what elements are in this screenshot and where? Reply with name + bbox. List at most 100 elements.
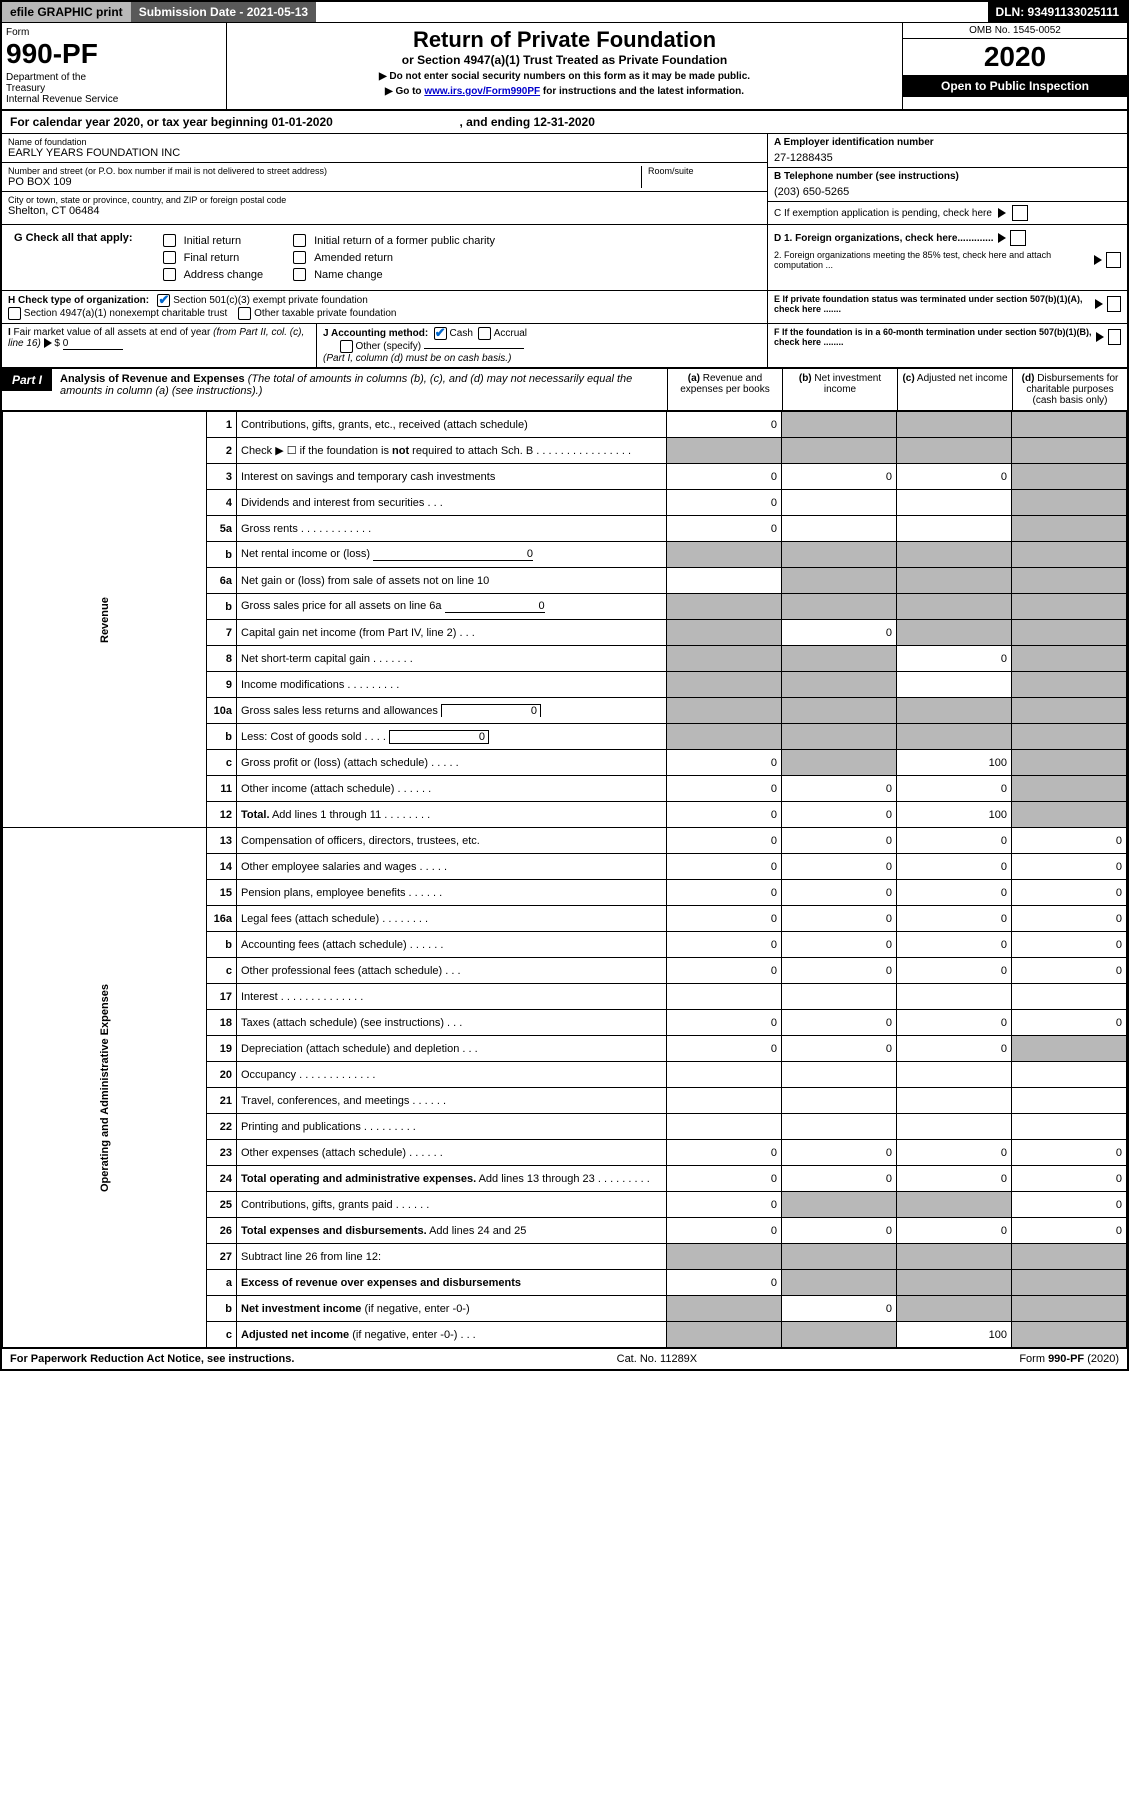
value-cell: 0: [667, 880, 782, 906]
h-section: H Check type of organization: Section 50…: [2, 291, 767, 323]
value-cell: [667, 594, 782, 620]
form-page: efile GRAPHIC print Submission Date - 20…: [0, 0, 1129, 1371]
line-desc: Subtract line 26 from line 12:: [237, 1244, 667, 1270]
i-section: I Fair market value of all assets at end…: [2, 324, 317, 367]
irs-link[interactable]: www.irs.gov/Form990PF: [424, 86, 540, 97]
j-accrual-checkbox[interactable]: [478, 327, 491, 340]
h-501c3-checkbox[interactable]: [157, 294, 170, 307]
value-cell: [667, 984, 782, 1010]
value-cell: 0: [667, 490, 782, 516]
d1-checkbox[interactable]: [1010, 230, 1026, 246]
footer-right: Form 990-PF (2020): [1019, 1353, 1119, 1365]
line-desc: Other income (attach schedule) . . . . .…: [237, 776, 667, 802]
value-cell: 0: [1012, 906, 1127, 932]
line-desc: Income modifications . . . . . . . . .: [237, 672, 667, 698]
j-section: J Accounting method: Cash Accrual Other …: [317, 324, 767, 367]
form-subtitle: or Section 4947(a)(1) Trust Treated as P…: [231, 53, 898, 67]
j-other-checkbox[interactable]: [340, 340, 353, 353]
value-cell: 0: [897, 776, 1012, 802]
calendar-year-row: For calendar year 2020, or tax year begi…: [2, 111, 1127, 134]
e-checkbox[interactable]: [1107, 296, 1121, 312]
arrow-icon: [1095, 299, 1103, 309]
h-other-checkbox[interactable]: [238, 307, 251, 320]
line-number: 3: [207, 464, 237, 490]
line-number: 7: [207, 620, 237, 646]
value-cell: 0: [667, 464, 782, 490]
line-number: 6a: [207, 568, 237, 594]
value-cell: [1012, 516, 1127, 542]
f-checkbox[interactable]: [1108, 329, 1121, 345]
line-number: 10a: [207, 698, 237, 724]
line-desc: Net gain or (loss) from sale of assets n…: [237, 568, 667, 594]
value-cell: [1012, 646, 1127, 672]
line-number: b: [207, 542, 237, 568]
value-cell: [897, 620, 1012, 646]
expenses-vert-label: Operating and Administrative Expenses: [3, 828, 207, 1348]
address: PO BOX 109: [8, 176, 641, 188]
g-final-checkbox[interactable]: [163, 251, 176, 264]
line-desc: Total expenses and disbursements. Add li…: [237, 1218, 667, 1244]
table-row: Revenue1Contributions, gifts, grants, et…: [3, 412, 1127, 438]
line-desc: Gross profit or (loss) (attach schedule)…: [237, 750, 667, 776]
table-row: Operating and Administrative Expenses13C…: [3, 828, 1127, 854]
arrow-icon: [1096, 332, 1104, 342]
value-cell: 0: [782, 932, 897, 958]
value-cell: [1012, 1244, 1127, 1270]
value-cell: 0: [782, 776, 897, 802]
value-cell: 0: [667, 750, 782, 776]
column-headers: (a) Revenue and expenses per books (b) N…: [667, 369, 1127, 410]
line-desc: Printing and publications . . . . . . . …: [237, 1114, 667, 1140]
value-cell: [667, 698, 782, 724]
line-number: 21: [207, 1088, 237, 1114]
g-initial-former-checkbox[interactable]: [293, 234, 306, 247]
line-number: 11: [207, 776, 237, 802]
g-amended-checkbox[interactable]: [293, 251, 306, 264]
value-cell: 0: [897, 1166, 1012, 1192]
value-cell: 0: [1012, 1192, 1127, 1218]
value-cell: 0: [782, 1140, 897, 1166]
value-cell: [667, 1322, 782, 1348]
value-cell: 0: [667, 828, 782, 854]
foundation-name: EARLY YEARS FOUNDATION INC: [8, 147, 761, 159]
g-initial-checkbox[interactable]: [163, 234, 176, 247]
value-cell: 0: [897, 880, 1012, 906]
form-title: Return of Private Foundation: [231, 27, 898, 53]
value-cell: [897, 1296, 1012, 1322]
col-d-header: (d) Disbursements for charitable purpose…: [1012, 369, 1127, 410]
value-cell: [782, 1114, 897, 1140]
value-cell: [782, 1270, 897, 1296]
line-number: 24: [207, 1166, 237, 1192]
value-cell: [782, 984, 897, 1010]
form-number: 990-PF: [6, 38, 222, 70]
value-cell: 0: [782, 1296, 897, 1322]
g-address-checkbox[interactable]: [163, 268, 176, 281]
value-cell: [667, 1244, 782, 1270]
line-number: c: [207, 1322, 237, 1348]
g-section: G Check all that apply: Initial return F…: [2, 225, 767, 290]
value-cell: [897, 542, 1012, 568]
line-desc: Contributions, gifts, grants, etc., rece…: [237, 412, 667, 438]
d2-checkbox[interactable]: [1106, 252, 1121, 268]
line-number: c: [207, 750, 237, 776]
value-cell: [782, 646, 897, 672]
value-cell: [1012, 724, 1127, 750]
j-cash-checkbox[interactable]: [434, 327, 447, 340]
value-cell: 0: [667, 1218, 782, 1244]
line-desc: Other employee salaries and wages . . . …: [237, 854, 667, 880]
h-4947-checkbox[interactable]: [8, 307, 21, 320]
value-cell: 0: [897, 906, 1012, 932]
c-checkbox[interactable]: [1012, 205, 1028, 221]
g-name-checkbox[interactable]: [293, 268, 306, 281]
value-cell: [1012, 464, 1127, 490]
value-cell: 100: [897, 1322, 1012, 1348]
value-cell: [1012, 984, 1127, 1010]
line-number: 18: [207, 1010, 237, 1036]
line-desc: Legal fees (attach schedule) . . . . . .…: [237, 906, 667, 932]
tax-year: 2020: [903, 39, 1127, 75]
value-cell: [1012, 1062, 1127, 1088]
value-cell: [897, 724, 1012, 750]
value-cell: [1012, 438, 1127, 464]
value-cell: 0: [897, 958, 1012, 984]
value-cell: [897, 438, 1012, 464]
value-cell: [782, 542, 897, 568]
